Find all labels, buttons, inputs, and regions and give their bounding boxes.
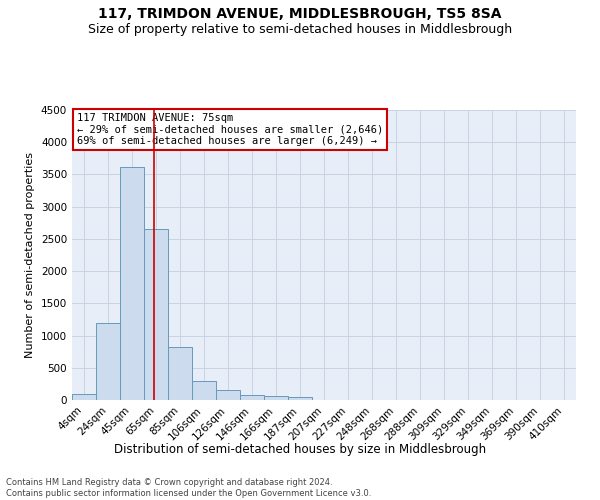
Bar [240, 395, 264, 400]
Text: Size of property relative to semi-detached houses in Middlesbrough: Size of property relative to semi-detach… [88, 22, 512, 36]
Bar [288, 398, 312, 400]
Text: 117, TRIMDON AVENUE, MIDDLESBROUGH, TS5 8SA: 117, TRIMDON AVENUE, MIDDLESBROUGH, TS5 … [98, 8, 502, 22]
Text: 117 TRIMDON AVENUE: 75sqm
← 29% of semi-detached houses are smaller (2,646)
69% : 117 TRIMDON AVENUE: 75sqm ← 29% of semi-… [77, 113, 383, 146]
Text: Distribution of semi-detached houses by size in Middlesbrough: Distribution of semi-detached houses by … [114, 442, 486, 456]
Text: Contains HM Land Registry data © Crown copyright and database right 2024.
Contai: Contains HM Land Registry data © Crown c… [6, 478, 371, 498]
Bar [72, 394, 96, 400]
Bar [264, 396, 288, 400]
Bar [216, 390, 240, 400]
Bar [120, 166, 144, 400]
Bar [96, 322, 120, 400]
Bar [192, 380, 216, 400]
Y-axis label: Number of semi-detached properties: Number of semi-detached properties [25, 152, 35, 358]
Bar [168, 347, 192, 400]
Bar [144, 229, 168, 400]
